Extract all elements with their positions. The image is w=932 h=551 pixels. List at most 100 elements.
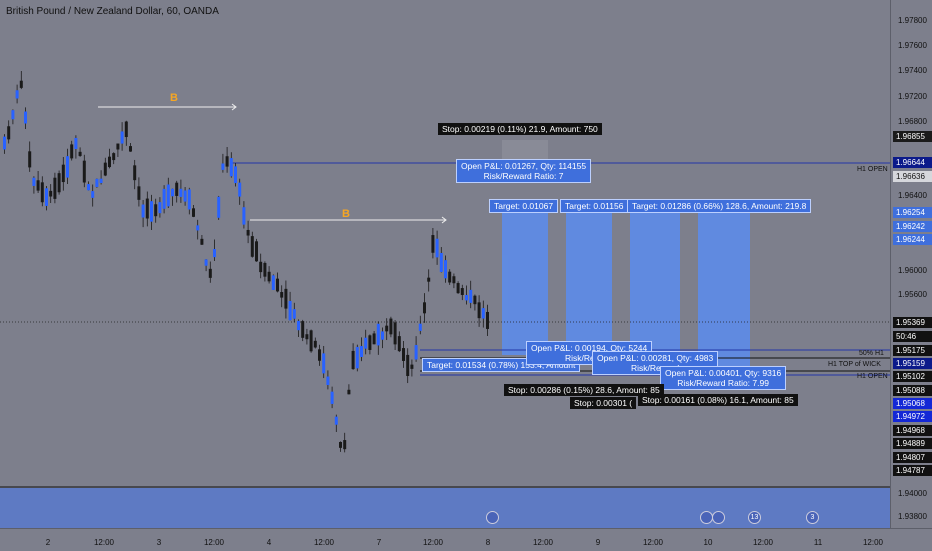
price-tick: 1.95600 — [898, 290, 927, 299]
event-flag-icon[interactable]: 3 — [806, 511, 819, 524]
candle-body — [116, 143, 120, 150]
time-tick: 11 — [813, 538, 823, 547]
candle-body — [393, 322, 397, 345]
event-flag-icon[interactable] — [712, 511, 725, 524]
candle-body — [124, 121, 128, 138]
price-label-7: 1.95175 — [893, 345, 932, 356]
candle-body — [187, 189, 191, 210]
candle-body — [150, 201, 153, 222]
candle-body — [250, 236, 254, 257]
price-tick: 1.96800 — [898, 117, 927, 126]
candle-body — [271, 275, 275, 290]
candle-body — [234, 166, 237, 184]
candle-body — [36, 180, 40, 191]
candle-body — [376, 323, 380, 346]
candle-body — [305, 334, 309, 340]
candle-body — [318, 349, 321, 361]
h1-wick-label: H1 TOP of WICK — [828, 361, 881, 368]
price-label-5: 1.96242 — [893, 221, 932, 232]
pnl-box-b[interactable]: Open P&L: 0.00281, Qty: 4983 Risk/Reward — [592, 351, 719, 375]
target-box-2[interactable]: Target: 0.01156 — [560, 199, 629, 213]
candle-body — [95, 178, 99, 187]
target-zones — [502, 140, 750, 370]
candle-body — [78, 151, 82, 156]
candle-body — [334, 416, 338, 425]
candle-body — [141, 204, 145, 218]
time-tick: 12:00 — [93, 538, 115, 547]
candle-body — [330, 391, 334, 404]
stop-box-top[interactable]: Stop: 0.00219 (0.11%) 21.9, Amount: 750 — [438, 123, 602, 135]
price-tick: 1.97200 — [898, 92, 927, 101]
candle-body — [460, 288, 464, 295]
candle-body — [456, 283, 460, 294]
b-label-2: B — [342, 208, 350, 220]
candle-body — [238, 182, 242, 197]
candle-body — [418, 323, 422, 331]
time-tick: 9 — [595, 538, 601, 547]
pnl-b-line-2: Risk/Reward — [631, 363, 680, 373]
candle-body — [448, 271, 452, 283]
candle-body — [326, 376, 330, 386]
candle-body — [372, 333, 376, 345]
event-flag-icon[interactable] — [486, 511, 499, 524]
time-tick: 7 — [376, 538, 382, 547]
price-label-12: 1.94972 — [893, 411, 932, 422]
candle-body — [70, 144, 74, 159]
event-flag-icon[interactable]: 13 — [748, 511, 761, 524]
candle-body — [351, 350, 355, 370]
candle-body — [183, 190, 187, 202]
candle-body — [221, 163, 225, 170]
candle-body — [267, 271, 271, 282]
chart-title: British Pound / New Zealand Dollar, 60, … — [6, 6, 219, 17]
candle-body — [469, 289, 473, 303]
price-tick: 1.93800 — [898, 512, 927, 521]
price-tick: 1.97400 — [898, 66, 927, 75]
price-label-4: 1.96254 — [893, 207, 932, 218]
price-tick: 1.97800 — [898, 16, 927, 25]
candle-body — [40, 182, 44, 203]
candle-body — [402, 348, 405, 361]
candle-body — [364, 337, 368, 349]
stop-box-c[interactable]: Stop: 0.00161 (0.08%) 16.1, Amount: 85 — [638, 394, 798, 406]
candle-body — [276, 278, 279, 292]
stop-box-a[interactable]: Stop: 0.00286 (0.15%) 28.6, Amount: 85 — [504, 384, 664, 396]
price-label-11: 1.95068 — [893, 398, 932, 409]
candle-body — [297, 320, 300, 331]
candle-body — [204, 259, 208, 266]
pnl-box-c[interactable]: Open P&L: 0.00401, Qty: 9316 Risk/Reward… — [660, 366, 787, 390]
candle-body — [171, 188, 174, 197]
candle-body — [28, 151, 32, 168]
candle-body — [145, 198, 149, 219]
candle-body — [229, 158, 233, 177]
target-box-1[interactable]: Target: 0.01067 — [489, 199, 559, 213]
price-label-3: 1.96636 — [893, 171, 932, 182]
target-box-3[interactable]: Target: 0.01286 (0.66%) 128.6, Amount: 2… — [627, 199, 812, 213]
candle-body — [263, 262, 267, 277]
price-label-15: 1.94807 — [893, 452, 932, 463]
bottom-zone-band — [0, 488, 890, 528]
candle-body — [179, 188, 183, 197]
candle-body — [74, 137, 78, 150]
candle-body — [431, 235, 435, 253]
candle-body — [423, 302, 426, 314]
candle-body — [108, 156, 111, 168]
candle-body — [284, 288, 288, 309]
candle-body — [410, 364, 414, 369]
price-label-current: 1.95369 — [893, 317, 932, 328]
pnl-box-top[interactable]: Open P&L: 0.01267, Qty: 114155 Risk/Rewa… — [456, 159, 592, 183]
stop-box-b[interactable]: Stop: 0.00301 ( — [570, 397, 637, 409]
candle-body — [427, 277, 431, 282]
candle-body — [288, 300, 292, 321]
time-axis[interactable]: 2 12:00 3 12:00 4 12:00 7 12:00 8 12:00 … — [0, 528, 932, 551]
candle-body — [82, 160, 86, 183]
candle-body — [61, 164, 65, 183]
candle-body — [112, 153, 116, 161]
candle-body — [465, 295, 468, 301]
h1-open-bottom-label: H1 OPEN — [857, 373, 888, 380]
candle-body — [175, 182, 179, 196]
candle-body — [200, 238, 204, 245]
candle-body — [486, 311, 489, 329]
price-label-1: 1.96855 — [893, 131, 932, 142]
time-tick: 10 — [703, 538, 713, 547]
